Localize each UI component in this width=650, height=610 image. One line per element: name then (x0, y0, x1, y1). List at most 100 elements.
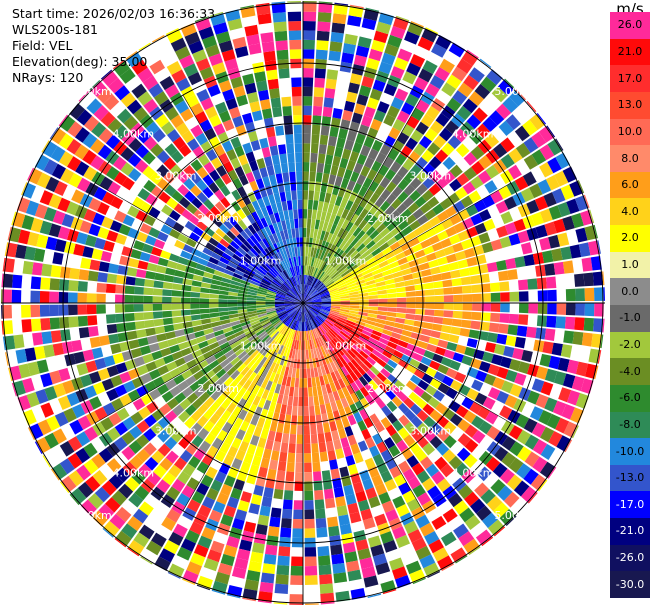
gate-cell (42, 140, 58, 158)
gate-cell (119, 68, 136, 84)
gate-cell (190, 422, 203, 435)
gate-cell (448, 455, 463, 470)
gate-cell (394, 231, 406, 241)
gate-cell (514, 176, 529, 191)
range-ring-label: 3.00km (155, 170, 197, 183)
gate-cell (544, 263, 556, 276)
gate-cell (471, 293, 482, 302)
gate-cell (414, 314, 425, 322)
gate-cell (311, 277, 317, 287)
gate-cell (557, 357, 570, 372)
gate-cell (322, 201, 330, 213)
gate-cell (347, 361, 357, 372)
gate-cell (289, 603, 303, 605)
gate-cell (339, 290, 349, 295)
gate-cell (341, 376, 350, 387)
gate-cell (232, 177, 243, 190)
gate-cell (319, 288, 329, 295)
gate-cell (119, 371, 132, 384)
gate-cell (326, 353, 333, 363)
gate-cell (501, 436, 516, 451)
gate-cell (197, 257, 209, 266)
gate-cell (416, 409, 429, 422)
gate-cell (499, 405, 513, 420)
gate-cell (162, 471, 176, 486)
gate-cell (52, 342, 64, 356)
gate-cell (457, 82, 474, 98)
gate-cell (239, 259, 250, 268)
gate-cell (211, 279, 222, 286)
gate-cell (410, 53, 426, 68)
gate-cell (267, 311, 277, 317)
gate-cell (293, 115, 302, 125)
gate-cell (246, 237, 256, 248)
gate-cell (285, 296, 295, 301)
gate-cell (472, 107, 488, 123)
gate-cell (159, 403, 172, 416)
gate-cell (214, 201, 226, 213)
gate-cell (462, 303, 473, 311)
gate-cell (40, 402, 54, 418)
gate-cell (425, 83, 440, 98)
gate-cell (286, 279, 293, 288)
range-ring-label: 2.00km (197, 212, 239, 225)
gate-cell (145, 193, 158, 206)
gate-cell (589, 209, 595, 224)
gate-cell (241, 276, 252, 283)
gate-cell (462, 98, 478, 114)
gate-cell (263, 553, 277, 565)
gate-cell (442, 170, 456, 184)
gate-cell (421, 373, 434, 385)
gate-cell (517, 230, 530, 244)
gate-cell (211, 346, 222, 355)
gate-cell (374, 421, 385, 433)
gate-cell (376, 372, 387, 383)
gate-cell (171, 310, 182, 317)
gate-cell (417, 422, 430, 435)
gate-cell (359, 299, 369, 303)
gate-cell (425, 227, 437, 239)
gate-cell (216, 492, 229, 505)
gate-cell (497, 270, 509, 281)
gate-cell (260, 378, 269, 389)
gate-cell (50, 127, 67, 145)
gate-cell (494, 344, 506, 356)
gate-cell (71, 189, 85, 204)
gate-cell (121, 431, 135, 445)
gate-cell (80, 257, 92, 270)
gate-cell (562, 215, 575, 231)
gate-cell (303, 396, 309, 407)
gate-cell (286, 258, 292, 268)
gate-cell (336, 505, 348, 517)
gate-cell (431, 323, 443, 332)
gate-cell (310, 266, 315, 277)
gate-cell (328, 174, 337, 185)
gate-cell (442, 449, 456, 463)
gate-cell (448, 234, 461, 245)
gate-cell (359, 408, 369, 420)
gate-cell (443, 245, 455, 256)
gate-cell (166, 260, 178, 269)
gate-cell (303, 293, 306, 303)
gate-cell (171, 69, 187, 84)
gate-cell (5, 352, 9, 366)
gate-cell (311, 307, 320, 313)
gate-cell (417, 340, 429, 350)
gate-cell (190, 159, 203, 172)
gate-cell (350, 358, 360, 369)
gate-cell (504, 394, 518, 409)
gate-cell (124, 313, 135, 322)
gate-cell (205, 466, 218, 479)
gate-cell (245, 171, 255, 183)
gate-cell (232, 115, 244, 128)
gate-cell (284, 299, 294, 302)
gate-cell (143, 295, 153, 303)
gate-cell (344, 406, 353, 417)
gate-cell (318, 271, 325, 281)
gate-cell (124, 477, 140, 492)
gate-cell (410, 415, 423, 428)
gate-cell (186, 203, 198, 215)
gate-cell (536, 112, 547, 125)
gate-cell (355, 539, 369, 551)
gate-cell (182, 463, 196, 477)
